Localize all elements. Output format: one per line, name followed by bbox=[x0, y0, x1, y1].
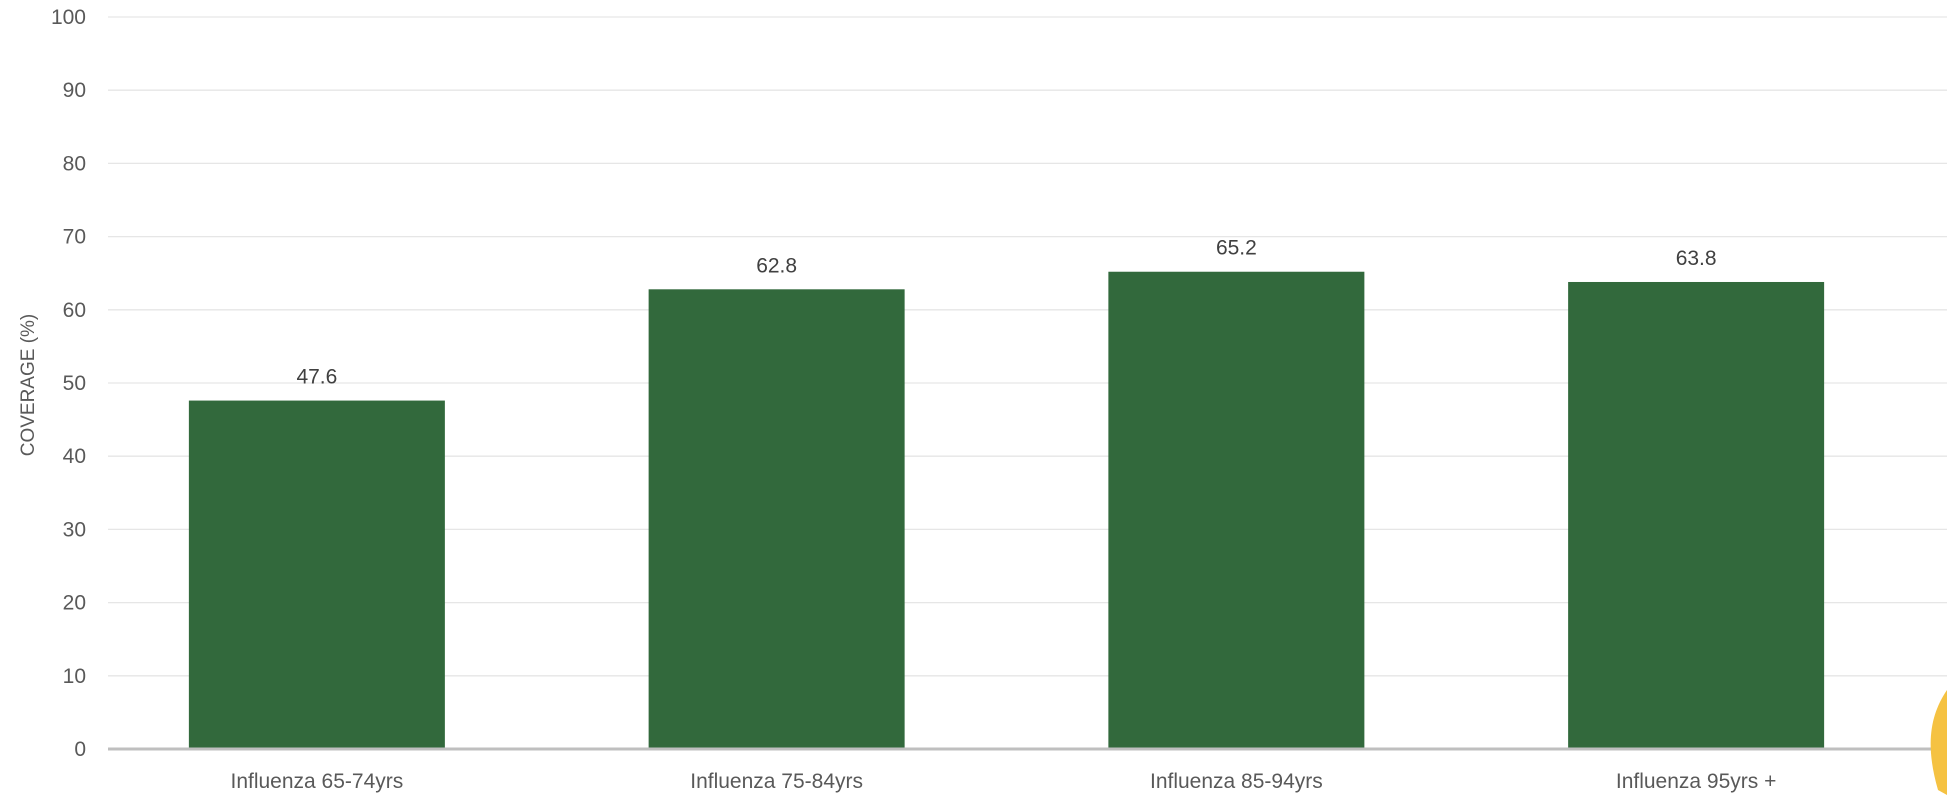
data-label-3: 65.2 bbox=[1216, 237, 1257, 260]
y-tick-label: 40 bbox=[63, 445, 86, 468]
y-tick-label: 0 bbox=[74, 738, 86, 761]
bar-4 bbox=[1568, 281, 1825, 749]
category-label-4: Influenza 95yrs + bbox=[1616, 770, 1777, 793]
category-label-3: Influenza 85-94yrs bbox=[1150, 770, 1323, 793]
category-label-2: Influenza 75-84yrs bbox=[690, 770, 863, 793]
y-tick-label: 90 bbox=[63, 79, 86, 102]
bar-2 bbox=[648, 289, 905, 749]
bar-1 bbox=[188, 400, 445, 749]
y-tick-label: 10 bbox=[63, 665, 86, 688]
y-tick-label: 50 bbox=[63, 372, 86, 395]
data-label-2: 62.8 bbox=[756, 254, 797, 277]
category-label-1: Influenza 65-74yrs bbox=[230, 770, 403, 793]
y-tick-label: 100 bbox=[51, 6, 86, 29]
bars bbox=[188, 271, 1825, 749]
y-tick-label: 80 bbox=[63, 152, 86, 175]
data-label-1: 47.6 bbox=[296, 366, 337, 389]
category-labels: Influenza 65-74yrs Influenza 75-84yrs Infl… bbox=[230, 770, 1776, 793]
y-axis-title: COVERAGE (%) bbox=[18, 314, 39, 457]
y-tick-label: 20 bbox=[63, 592, 86, 615]
y-tick-label: 60 bbox=[63, 299, 86, 322]
corner-decoration bbox=[1930, 690, 1947, 795]
data-label-4: 63.8 bbox=[1676, 247, 1717, 270]
data-labels: 47.6 62.8 65.2 63.8 bbox=[296, 237, 1716, 389]
y-tick-label: 30 bbox=[63, 518, 86, 541]
y-tick-label: 70 bbox=[63, 226, 86, 249]
bar-3 bbox=[1108, 271, 1365, 749]
y-axis-ticks: 0 10 20 30 40 50 60 70 80 90 100 bbox=[51, 6, 86, 761]
